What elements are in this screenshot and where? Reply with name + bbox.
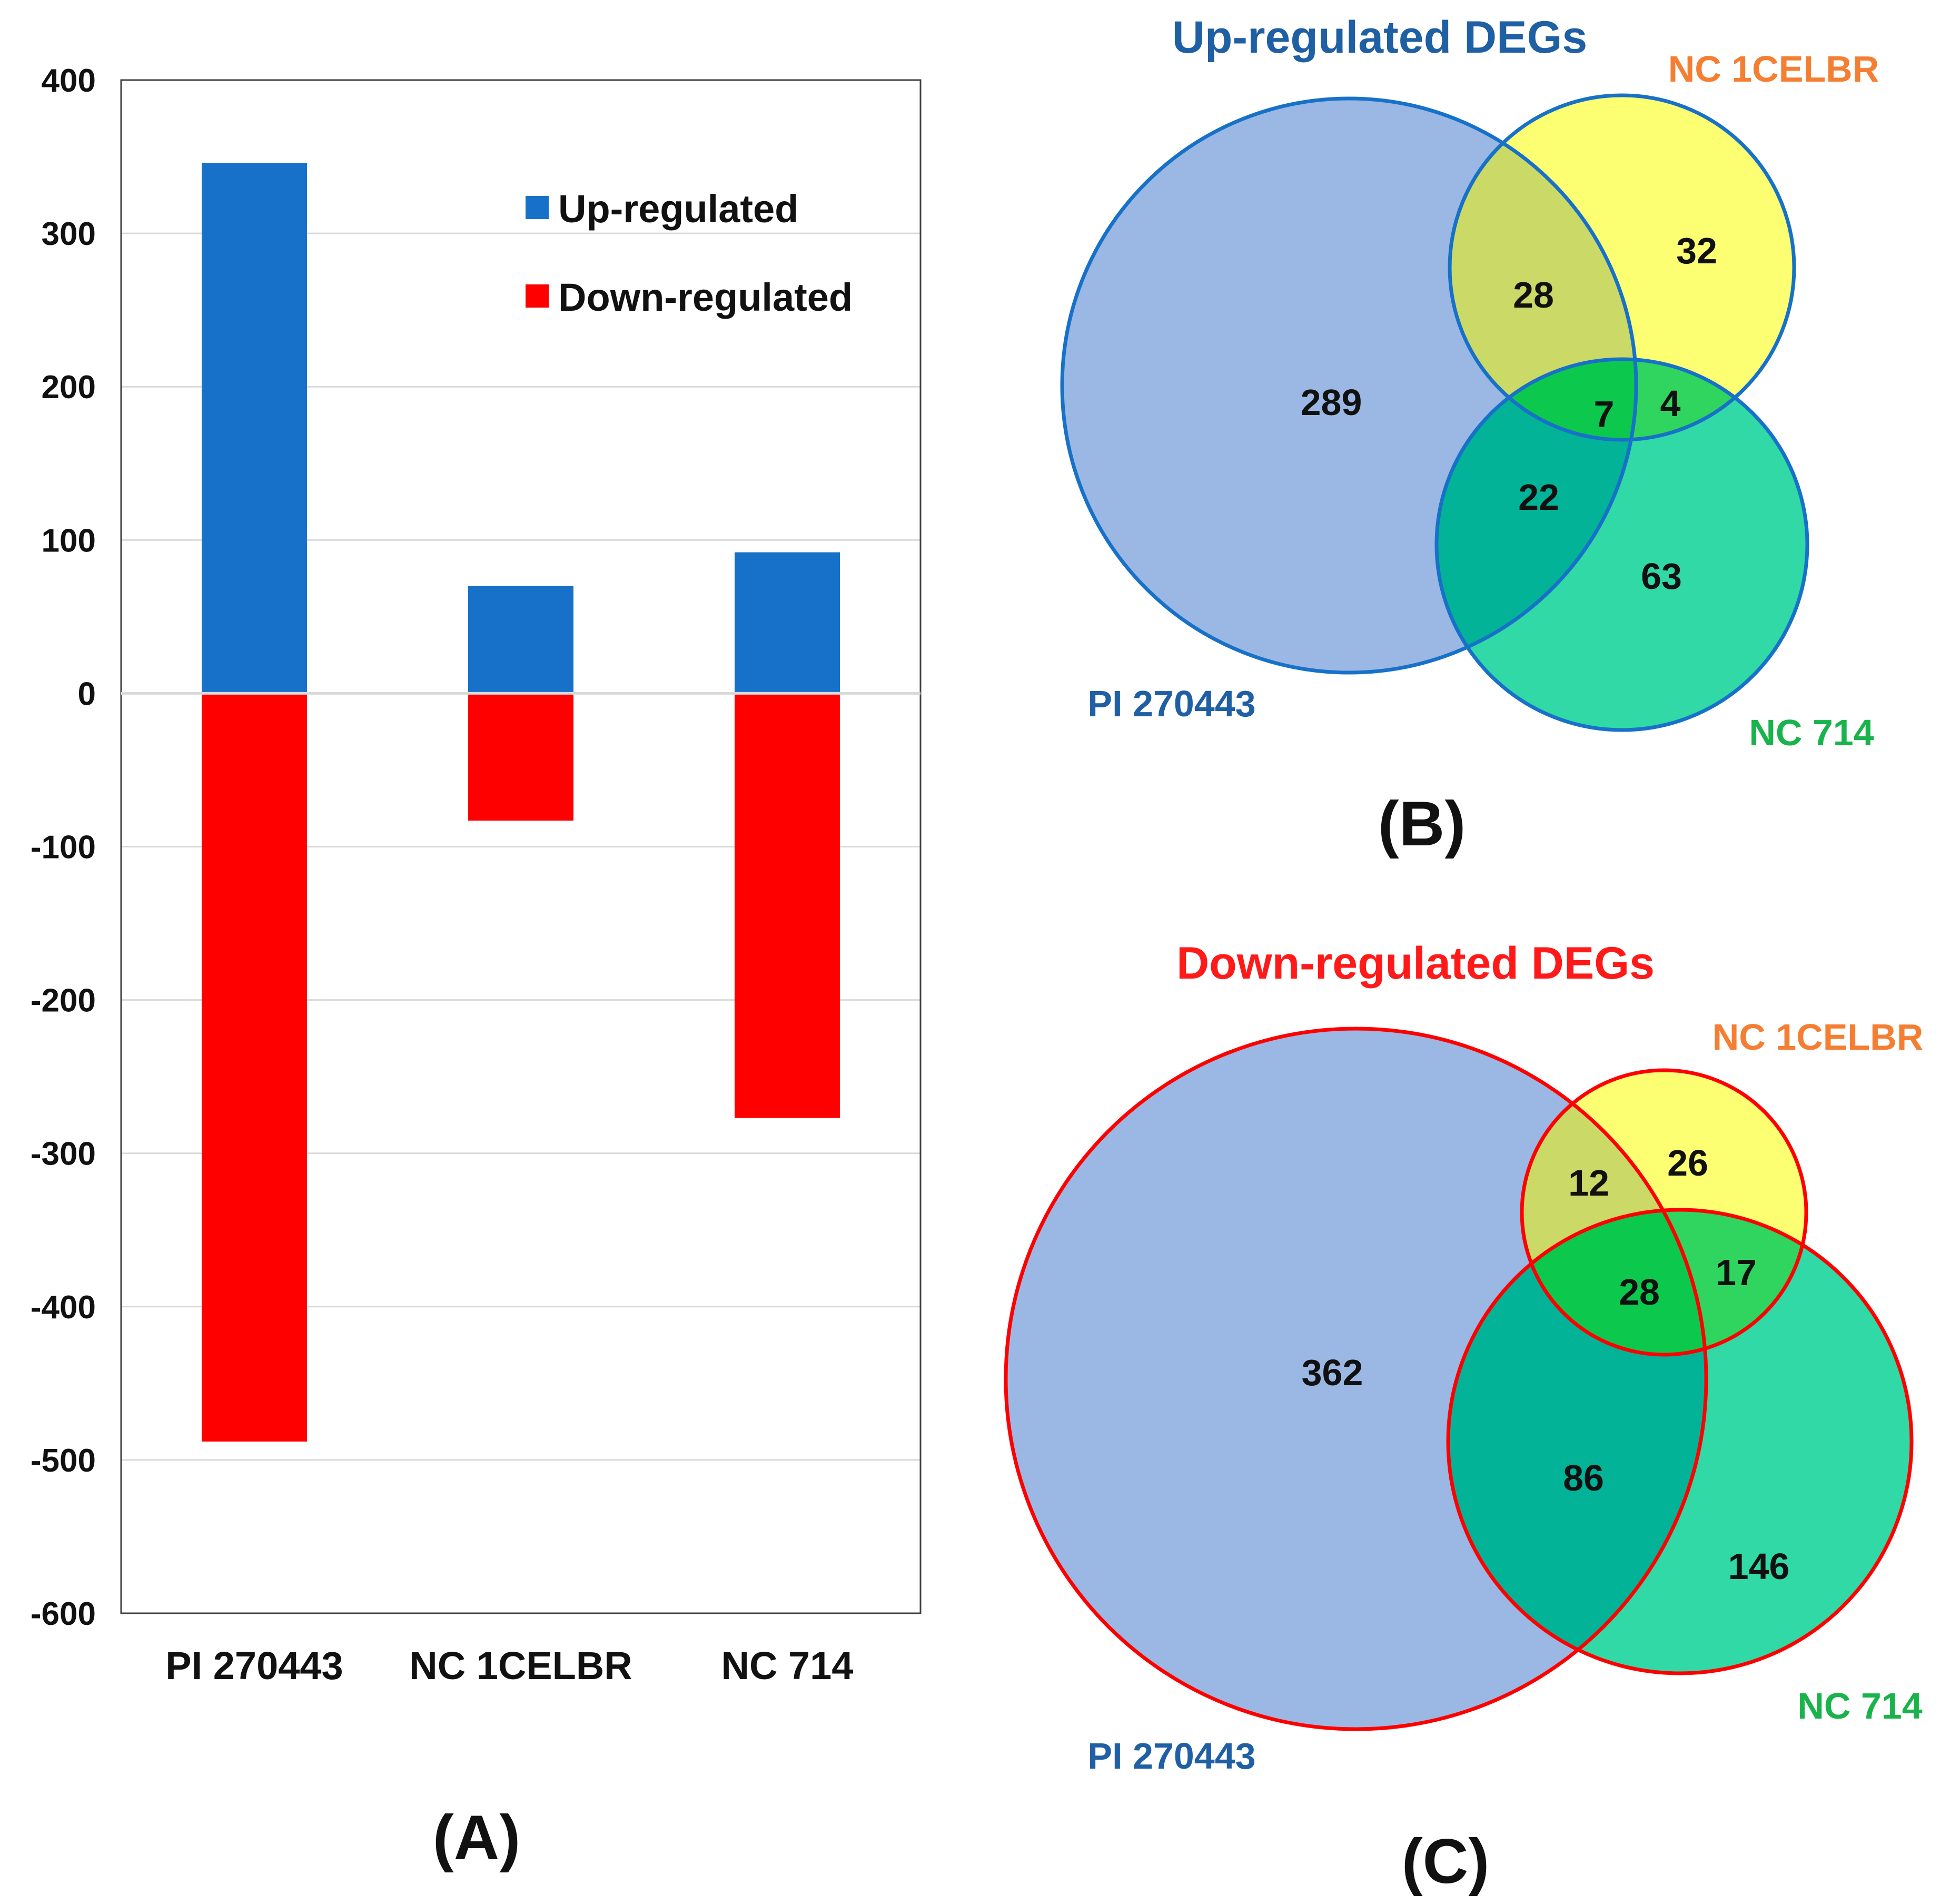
count-nc1celbr-nc714: 4 xyxy=(1660,383,1681,424)
set-label-nc1celbr: NC 1CELBR xyxy=(1668,48,1879,90)
count-pi-nc1celbr: 28 xyxy=(1513,274,1554,315)
venn-outline-nc714 xyxy=(1434,357,1809,732)
set-label-nc714: NC 714 xyxy=(1749,712,1874,753)
count-pi-only: 289 xyxy=(1301,382,1362,423)
bar-down-pi-270443 xyxy=(202,693,307,1442)
count-nc714-only: 146 xyxy=(1728,1546,1790,1587)
y-tick-label: 200 xyxy=(42,369,96,406)
legend-label-up: Up-regulated xyxy=(558,187,798,231)
venn-down-panel: Down-regulated DEGs NC 1CELBR PI 270443 … xyxy=(1004,938,1924,1897)
bar-down-nc-714 xyxy=(735,693,840,1118)
count-pi-only: 362 xyxy=(1302,1352,1363,1393)
y-tick-label: -500 xyxy=(31,1443,96,1479)
venn-outline-nc1celbr xyxy=(1520,1068,1808,1357)
bar-up-pi-270443 xyxy=(202,163,307,694)
venn-outline-nc1celbr xyxy=(1448,93,1796,442)
set-label-pi270443: PI 270443 xyxy=(1087,1735,1255,1777)
count-all-three: 7 xyxy=(1594,393,1615,435)
x-category-label: PI 270443 xyxy=(165,1644,343,1688)
x-category-label: NC 1CELBR xyxy=(409,1644,632,1688)
venn-title: Down-regulated DEGs xyxy=(1176,938,1655,989)
y-tick-label: 400 xyxy=(42,63,96,99)
count-pi-nc1celbr: 12 xyxy=(1568,1162,1609,1203)
y-tick-label: 0 xyxy=(78,676,96,712)
venn-overlap-pi-nc714 xyxy=(1448,1210,1706,1673)
venn-outline-nc714 xyxy=(1446,1208,1914,1675)
bar-up-nc-714 xyxy=(735,552,840,694)
y-tick-label: -200 xyxy=(31,983,96,1019)
y-tick-label: -400 xyxy=(31,1289,96,1326)
count-pi-nc714: 22 xyxy=(1518,477,1559,518)
bar-up-nc-1celbr xyxy=(468,586,573,694)
count-all-three: 28 xyxy=(1619,1271,1660,1313)
legend-swatch-up xyxy=(526,196,549,219)
x-category-label: NC 714 xyxy=(721,1644,854,1688)
venn-title: Up-regulated DEGs xyxy=(1172,12,1587,63)
y-tick-label: -300 xyxy=(31,1136,96,1172)
venn-outline-pi xyxy=(1004,1027,1708,1731)
legend-label-down: Down-regulated xyxy=(558,275,853,319)
bars xyxy=(202,163,840,1442)
set-label-pi270443: PI 270443 xyxy=(1087,683,1255,724)
plot-frame xyxy=(120,79,922,1614)
y-tick-label: -600 xyxy=(31,1596,96,1632)
y-tick-label: 300 xyxy=(42,216,96,252)
count-nc1celbr-only: 32 xyxy=(1676,230,1717,271)
count-nc714-only: 63 xyxy=(1641,556,1682,597)
legend-swatch-down xyxy=(526,284,549,308)
y-tick-labels: 400 300 200 100 0 -100 -200 -300 -400 -500 -600 xyxy=(31,63,96,1632)
panel-label-b: (B) xyxy=(1378,788,1466,859)
panel-label-c: (C) xyxy=(1402,1826,1490,1897)
venn-up-panel: Up-regulated DEGs NC 1CELBR PI 270443 NC… xyxy=(1060,12,1879,859)
bar-down-nc-1celbr xyxy=(468,693,573,821)
venn-outline-pi xyxy=(1060,96,1638,675)
y-tick-label: 100 xyxy=(42,522,96,559)
bar-chart-panel: 400 300 200 100 0 -100 -200 -300 -400 -500 -600 PI… xyxy=(31,63,922,1873)
y-tick-label: -100 xyxy=(31,830,96,866)
x-category-labels: PI 270443 NC 1CELBR NC 714 xyxy=(165,1644,853,1688)
count-nc1celbr-nc714: 17 xyxy=(1716,1252,1757,1293)
set-label-nc714: NC 714 xyxy=(1797,1685,1922,1727)
legend: Up-regulated Down-regulated xyxy=(526,187,853,319)
count-nc1celbr-only: 26 xyxy=(1667,1142,1708,1183)
count-pi-nc714: 86 xyxy=(1563,1457,1604,1498)
set-label-nc1celbr: NC 1CELBR xyxy=(1712,1017,1924,1058)
panel-label-a: (A) xyxy=(433,1802,521,1873)
